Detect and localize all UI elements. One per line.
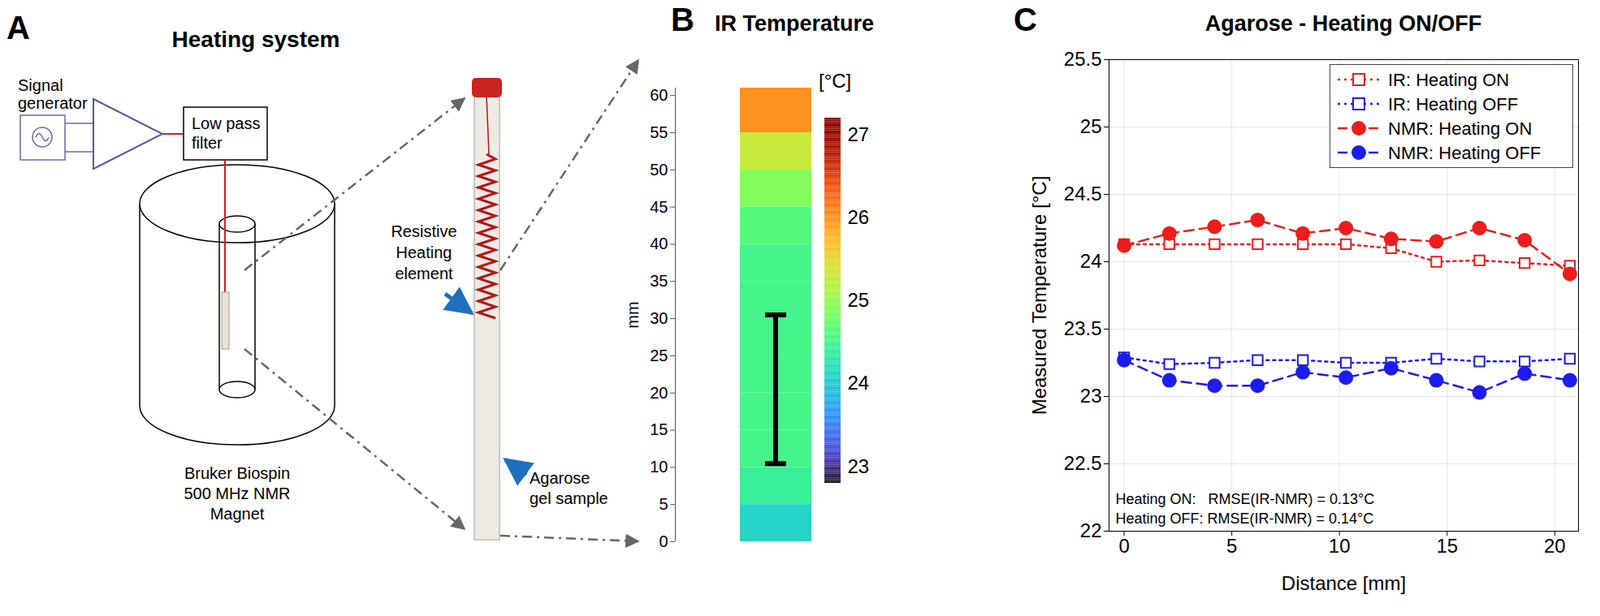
html-text:C: C — [1013, 1, 1038, 38]
svg-text:24: 24 — [847, 371, 870, 394]
svg-text:5: 5 — [658, 495, 668, 514]
svg-text:Bruker Biospin: Bruker Biospin — [184, 464, 290, 483]
svg-text:27: 27 — [847, 123, 870, 146]
svg-text:30: 30 — [649, 309, 668, 328]
svg-text:25: 25 — [847, 289, 870, 312]
svg-text:Low pass: Low pass — [191, 114, 261, 133]
svg-text:15: 15 — [649, 420, 668, 439]
svg-text:NMR: Heating OFF: NMR: Heating OFF — [1388, 142, 1541, 164]
svg-text:0: 0 — [1118, 535, 1129, 558]
svg-text:NMR: Heating ON: NMR: Heating ON — [1388, 118, 1532, 139]
svg-text:35: 35 — [649, 272, 668, 290]
svg-text:5: 5 — [1226, 535, 1237, 558]
svg-text:mm: mm — [623, 301, 642, 329]
svg-text:Magnet: Magnet — [210, 505, 265, 524]
svg-text:23.5: 23.5 — [1063, 317, 1103, 340]
svg-text:Resistive: Resistive — [390, 222, 457, 241]
svg-text:IR: Heating OFF: IR: Heating OFF — [1388, 94, 1518, 115]
svg-text:Heating ON: RMSE(IR-NMR) = 0: Heating ON: RMSE(IR-NMR) = 0.13°CHeating… — [1115, 491, 1376, 527]
svg-text:IR: Heating ON: IR: Heating ON — [1388, 69, 1510, 91]
svg-text:40: 40 — [649, 234, 668, 253]
svg-text:55: 55 — [649, 123, 668, 142]
svg-text:24: 24 — [1080, 250, 1103, 273]
svg-text:Distance [mm]: Distance [mm] — [1281, 572, 1406, 595]
html-text:IR Temperature: IR Temperature — [714, 11, 874, 36]
html-text:[°C]: [°C] — [818, 69, 852, 92]
svg-text:10: 10 — [649, 458, 668, 476]
svg-text:23: 23 — [1080, 384, 1103, 407]
html-text:B: B — [670, 1, 695, 38]
svg-text:A: A — [6, 9, 31, 46]
svg-text:element: element — [394, 264, 454, 283]
svg-text:23: 23 — [847, 455, 870, 478]
svg-text:50: 50 — [649, 160, 668, 179]
svg-text:500 MHz NMR: 500 MHz NMR — [183, 484, 290, 503]
svg-text:25: 25 — [649, 346, 668, 365]
svg-text:Heating: Heating — [396, 243, 453, 262]
svg-text:Agarose: Agarose — [529, 469, 591, 488]
svg-text:26: 26 — [847, 206, 870, 229]
svg-text:15: 15 — [1435, 535, 1458, 558]
svg-text:filter: filter — [191, 134, 223, 152]
svg-text:25.5: 25.5 — [1063, 47, 1103, 70]
svg-text:22.5: 22.5 — [1063, 452, 1103, 475]
svg-text:Heating system: Heating system — [172, 26, 341, 52]
svg-text:0: 0 — [658, 532, 668, 551]
svg-text:gel sample: gel sample — [529, 489, 609, 508]
svg-text:24.5: 24.5 — [1063, 182, 1103, 205]
svg-text:60: 60 — [649, 86, 668, 104]
svg-text:generator: generator — [17, 94, 88, 113]
svg-text:45: 45 — [649, 198, 668, 217]
svg-text:22: 22 — [1080, 519, 1103, 542]
html-text:Agarose - Heating ON/OFF: Agarose - Heating ON/OFF — [1205, 11, 1482, 36]
svg-text:10: 10 — [1328, 535, 1351, 558]
svg-text:20: 20 — [1543, 535, 1566, 558]
svg-text:Measured Temperature [°C]: Measured Temperature [°C] — [1028, 176, 1051, 416]
svg-text:Signal: Signal — [17, 76, 64, 95]
svg-text:20: 20 — [649, 384, 668, 403]
svg-text:25: 25 — [1080, 115, 1103, 138]
